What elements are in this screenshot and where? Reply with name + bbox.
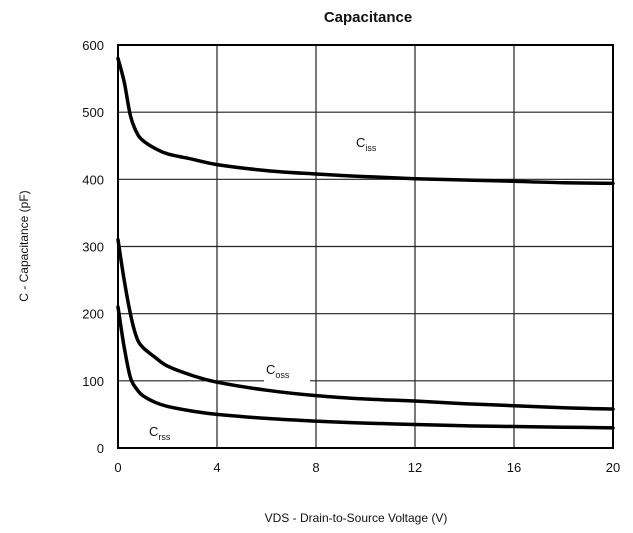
x-tick-label: 20 <box>606 460 620 475</box>
y-axis-label: C - Capacitance (pF) <box>17 190 31 301</box>
x-tick-label: 8 <box>312 460 319 475</box>
coss-label-bg <box>264 360 310 382</box>
x-tick-label: 16 <box>507 460 521 475</box>
chart-title: Capacitance <box>324 9 412 26</box>
y-tick-label: 200 <box>82 307 104 322</box>
x-tick-label: 12 <box>408 460 422 475</box>
crss-label: Crss <box>149 424 171 442</box>
y-tick-label: 600 <box>82 38 104 53</box>
coss-label: Coss <box>266 362 290 380</box>
series-coss-line <box>116 238 615 411</box>
y-tick-label: 0 <box>97 441 104 456</box>
grid <box>117 44 614 449</box>
y-tick-label: 400 <box>82 172 104 187</box>
x-tick-label: 4 <box>213 460 220 475</box>
ciss-label: Ciss <box>356 135 377 153</box>
x-tick-label: 0 <box>114 460 121 475</box>
series-ciss-line <box>116 56 615 186</box>
y-tick-label: 100 <box>82 374 104 389</box>
y-tick-label: 500 <box>82 105 104 120</box>
series-crss-line <box>116 305 615 430</box>
plot-frame <box>117 44 614 449</box>
y-tick-label: 300 <box>82 240 104 255</box>
series-lines <box>116 56 615 430</box>
x-axis-label: VDS - Drain-to-Source Voltage (V) <box>265 511 448 525</box>
